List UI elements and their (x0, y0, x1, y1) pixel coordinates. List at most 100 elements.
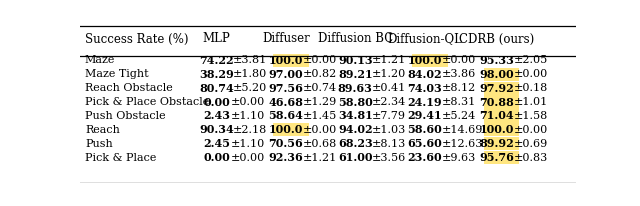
Text: ±8.12: ±8.12 (442, 83, 476, 93)
Text: 70.88: 70.88 (479, 97, 514, 108)
Text: Pick & Place: Pick & Place (85, 153, 156, 163)
Text: ±8.13: ±8.13 (372, 139, 406, 149)
FancyBboxPatch shape (484, 95, 520, 109)
Text: ±1.45: ±1.45 (303, 111, 337, 121)
Text: ±3.86: ±3.86 (442, 69, 476, 79)
FancyBboxPatch shape (484, 123, 520, 136)
Text: ±1.21: ±1.21 (372, 55, 406, 66)
Text: 38.29: 38.29 (199, 69, 234, 80)
Text: ±0.82: ±0.82 (303, 69, 337, 79)
Text: ±0.83: ±0.83 (513, 153, 548, 163)
Text: ±1.03: ±1.03 (372, 125, 406, 135)
Text: 58.80: 58.80 (338, 97, 372, 108)
Text: 70.56: 70.56 (268, 138, 303, 149)
Text: 84.02: 84.02 (408, 69, 442, 80)
Text: ±0.69: ±0.69 (513, 139, 548, 149)
Text: ±0.74: ±0.74 (303, 83, 337, 93)
Text: ±1.21: ±1.21 (303, 153, 337, 163)
FancyBboxPatch shape (412, 54, 447, 67)
Text: 95.76: 95.76 (479, 152, 514, 163)
Text: ±0.68: ±0.68 (303, 139, 337, 149)
Text: ±2.34: ±2.34 (372, 97, 406, 107)
Text: ±1.01: ±1.01 (513, 97, 548, 107)
Text: 46.68: 46.68 (268, 97, 303, 108)
Text: ±9.63: ±9.63 (442, 153, 476, 163)
Text: 23.60: 23.60 (408, 152, 442, 163)
Text: Reach: Reach (85, 125, 120, 135)
Text: Push: Push (85, 139, 113, 149)
Text: 65.60: 65.60 (407, 138, 442, 149)
Text: 61.00: 61.00 (338, 152, 372, 163)
Text: 2.43: 2.43 (203, 110, 230, 121)
Text: ±0.00: ±0.00 (442, 55, 476, 66)
Text: 97.92: 97.92 (479, 83, 514, 94)
Text: 90.13: 90.13 (338, 55, 372, 66)
Text: ±0.18: ±0.18 (513, 83, 548, 93)
Text: 100.0: 100.0 (479, 124, 514, 135)
Text: Pick & Place Obstacle: Pick & Place Obstacle (85, 97, 209, 107)
Text: 92.36: 92.36 (268, 152, 303, 163)
Text: 100.0: 100.0 (269, 55, 303, 66)
Text: 89.63: 89.63 (338, 83, 372, 94)
Text: Diffusion-QL: Diffusion-QL (387, 33, 462, 46)
Text: ±1.10: ±1.10 (230, 139, 264, 149)
Text: 97.56: 97.56 (268, 83, 303, 94)
Text: ±0.00: ±0.00 (303, 55, 337, 66)
Text: CDRB (ours): CDRB (ours) (459, 33, 534, 46)
Text: ±5.24: ±5.24 (442, 111, 476, 121)
Text: ±1.80: ±1.80 (233, 69, 268, 79)
Text: 29.41: 29.41 (408, 110, 442, 121)
Text: 74.03: 74.03 (407, 83, 442, 94)
Text: ±3.56: ±3.56 (372, 153, 406, 163)
Text: ±0.00: ±0.00 (513, 125, 548, 135)
FancyBboxPatch shape (273, 123, 308, 136)
Text: ±0.00: ±0.00 (303, 125, 337, 135)
FancyBboxPatch shape (484, 82, 520, 95)
Text: ±12.63: ±12.63 (442, 139, 483, 149)
Text: ±0.00: ±0.00 (513, 69, 548, 79)
Text: Maze Tight: Maze Tight (85, 69, 148, 79)
Text: ±14.69: ±14.69 (442, 125, 483, 135)
FancyBboxPatch shape (484, 151, 520, 164)
Text: 2.45: 2.45 (203, 138, 230, 149)
Text: 24.19: 24.19 (408, 97, 442, 108)
Text: Reach Obstacle: Reach Obstacle (85, 83, 173, 93)
Text: 68.23: 68.23 (338, 138, 372, 149)
Text: 34.81: 34.81 (338, 110, 372, 121)
Text: 58.64: 58.64 (268, 110, 303, 121)
FancyBboxPatch shape (484, 68, 520, 81)
Text: 0.00: 0.00 (203, 152, 230, 163)
Text: ±1.20: ±1.20 (372, 69, 406, 79)
FancyBboxPatch shape (484, 137, 520, 150)
Text: Diffusion BC: Diffusion BC (317, 33, 393, 46)
Text: 100.0: 100.0 (408, 55, 442, 66)
Text: ±0.00: ±0.00 (230, 153, 264, 163)
Text: ±3.81: ±3.81 (233, 55, 268, 66)
Text: ±1.58: ±1.58 (513, 111, 548, 121)
Text: MLP: MLP (202, 33, 230, 46)
Text: 98.00: 98.00 (479, 69, 514, 80)
Text: ±5.20: ±5.20 (233, 83, 268, 93)
Text: ±0.00: ±0.00 (230, 97, 264, 107)
FancyBboxPatch shape (484, 109, 520, 123)
Text: 71.04: 71.04 (479, 110, 514, 121)
Text: Success Rate (%): Success Rate (%) (85, 33, 188, 46)
Text: ±1.29: ±1.29 (303, 97, 337, 107)
Text: 80.74: 80.74 (199, 83, 234, 94)
Text: Maze: Maze (85, 55, 115, 66)
Text: 97.00: 97.00 (269, 69, 303, 80)
Text: ±8.31: ±8.31 (442, 97, 476, 107)
Text: 58.60: 58.60 (407, 124, 442, 135)
Text: 94.02: 94.02 (338, 124, 372, 135)
Text: 95.33: 95.33 (479, 55, 514, 66)
Text: ±2.18: ±2.18 (233, 125, 268, 135)
Text: ±7.79: ±7.79 (372, 111, 406, 121)
FancyBboxPatch shape (273, 54, 308, 67)
Text: 90.34: 90.34 (199, 124, 234, 135)
Text: ±1.10: ±1.10 (230, 111, 264, 121)
Text: 89.21: 89.21 (338, 69, 372, 80)
Text: ±2.05: ±2.05 (513, 55, 548, 66)
Text: 0.00: 0.00 (203, 97, 230, 108)
Text: 89.92: 89.92 (479, 138, 514, 149)
Text: Push Obstacle: Push Obstacle (85, 111, 166, 121)
